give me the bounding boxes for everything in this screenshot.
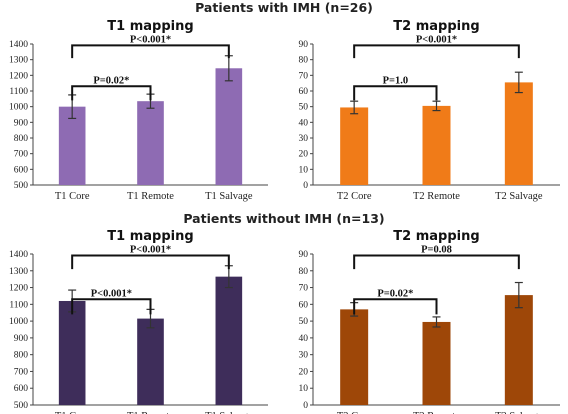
significance-label: P=0.08 bbox=[421, 245, 452, 256]
y-tick-label: 1200 bbox=[9, 71, 28, 81]
category-label: T1 Remote bbox=[127, 191, 174, 202]
significance-bracket bbox=[71, 298, 152, 315]
y-tick-label: 50 bbox=[299, 103, 309, 113]
y-tick-label: 900 bbox=[14, 118, 29, 128]
bar bbox=[58, 300, 86, 405]
y-tick-label: 500 bbox=[14, 181, 29, 191]
significance-bracket bbox=[353, 298, 438, 315]
y-tick-label: 500 bbox=[14, 401, 29, 411]
significance-label: P<0.001* bbox=[91, 288, 132, 299]
y-tick-label: 20 bbox=[299, 150, 309, 160]
category-label: T1 Core bbox=[55, 191, 90, 202]
y-tick-label: 1300 bbox=[9, 267, 28, 277]
category-label: T2 Remote bbox=[413, 411, 460, 414]
significance-label: P=1.0 bbox=[383, 75, 409, 86]
y-tick-label: 1200 bbox=[9, 284, 28, 294]
y-tick-label: 600 bbox=[14, 384, 29, 394]
y-tick-label: 1100 bbox=[9, 87, 28, 97]
category-label: T2 Core bbox=[337, 191, 372, 202]
y-tick-label: 30 bbox=[299, 134, 309, 144]
y-tick-label: 1400 bbox=[9, 40, 28, 50]
category-label: T2 Salvage bbox=[495, 411, 543, 414]
y-tick-label: 30 bbox=[299, 351, 309, 361]
panel-title: T2 mapping bbox=[393, 19, 479, 34]
y-tick-label: 10 bbox=[299, 165, 309, 175]
y-tick-label: 50 bbox=[299, 317, 309, 327]
y-tick-label: 90 bbox=[299, 40, 309, 50]
group-title-no-imh: Patients without IMH (n=13) bbox=[183, 211, 384, 226]
significance-label: P<0.001* bbox=[130, 245, 171, 256]
panel-title: T1 mapping bbox=[107, 229, 193, 244]
y-tick-label: 90 bbox=[299, 250, 309, 260]
y-tick-label: 1000 bbox=[9, 103, 28, 113]
category-label: T2 Remote bbox=[413, 191, 460, 202]
panel-title: T2 mapping bbox=[393, 229, 479, 244]
significance-label: P=0.02* bbox=[93, 75, 129, 86]
y-tick-label: 60 bbox=[299, 300, 309, 310]
y-tick-label: 900 bbox=[14, 334, 29, 344]
category-label: T1 Remote bbox=[127, 411, 174, 414]
y-tick-label: 1000 bbox=[9, 317, 28, 327]
significance-label: P=0.02* bbox=[377, 288, 413, 299]
t1-mapping-chart-without-imh: T1 mapping 500 600 700 800 900 1000 1100 1200 130… bbox=[9, 229, 268, 414]
y-tick-label: 40 bbox=[299, 334, 309, 344]
group-title-imh: Patients with IMH (n=26) bbox=[195, 0, 373, 15]
y-tick-label: 1100 bbox=[9, 300, 28, 310]
bar bbox=[215, 276, 243, 405]
significance-bracket bbox=[71, 44, 230, 59]
category-label: T2 Salvage bbox=[495, 191, 543, 202]
bar bbox=[340, 107, 369, 185]
y-tick-label: 700 bbox=[14, 367, 29, 377]
y-tick-label: 700 bbox=[14, 150, 29, 160]
significance-bracket bbox=[353, 254, 520, 270]
y-tick-label: 70 bbox=[299, 284, 309, 294]
bar bbox=[137, 101, 164, 185]
bar bbox=[58, 106, 86, 185]
y-tick-label: 600 bbox=[14, 165, 29, 175]
y-tick-label: 0 bbox=[303, 401, 308, 411]
y-tick-label: 80 bbox=[299, 267, 309, 277]
bar bbox=[504, 295, 533, 405]
bar bbox=[504, 82, 533, 185]
significance-bracket bbox=[353, 44, 520, 59]
y-tick-label: 1300 bbox=[9, 56, 28, 66]
y-tick-label: 800 bbox=[14, 351, 29, 361]
category-label: T2 Core bbox=[337, 411, 372, 414]
y-tick-label: 60 bbox=[299, 87, 309, 97]
y-tick-label: 80 bbox=[299, 56, 309, 66]
significance-label: P<0.001* bbox=[416, 34, 457, 45]
y-tick-label: 40 bbox=[299, 118, 309, 128]
significance-bracket bbox=[353, 85, 438, 101]
t2-mapping-chart-without-imh: T2 mapping 0 10 20 30 40 50 60 70 80 90 T2 Core T2 R… bbox=[299, 229, 560, 414]
t1-mapping-chart-with-imh: T1 mapping 500 600 700 800 900 1000 1100 1200 130… bbox=[9, 19, 268, 202]
bar bbox=[422, 321, 451, 405]
y-tick-label: 70 bbox=[299, 71, 309, 81]
y-tick-label: 0 bbox=[303, 181, 308, 191]
y-tick-label: 1400 bbox=[9, 250, 28, 260]
significance-bracket bbox=[71, 85, 152, 101]
y-tick-label: 20 bbox=[299, 367, 309, 377]
category-label: T1 Core bbox=[55, 411, 90, 414]
bar bbox=[215, 68, 243, 185]
significance-label: P<0.001* bbox=[130, 34, 171, 45]
category-label: T1 Salvage bbox=[205, 411, 253, 414]
t2-mapping-chart-with-imh: T2 mapping 0 10 20 30 40 50 60 70 80 90 T2 Core T2 R… bbox=[299, 19, 560, 202]
y-tick-label: 10 bbox=[299, 384, 309, 394]
significance-bracket bbox=[71, 254, 230, 270]
y-tick-label: 800 bbox=[14, 134, 29, 144]
bar bbox=[422, 105, 451, 185]
category-label: T1 Salvage bbox=[205, 191, 253, 202]
bar bbox=[340, 309, 369, 405]
bar bbox=[137, 318, 164, 405]
panel-title: T1 mapping bbox=[107, 19, 193, 34]
